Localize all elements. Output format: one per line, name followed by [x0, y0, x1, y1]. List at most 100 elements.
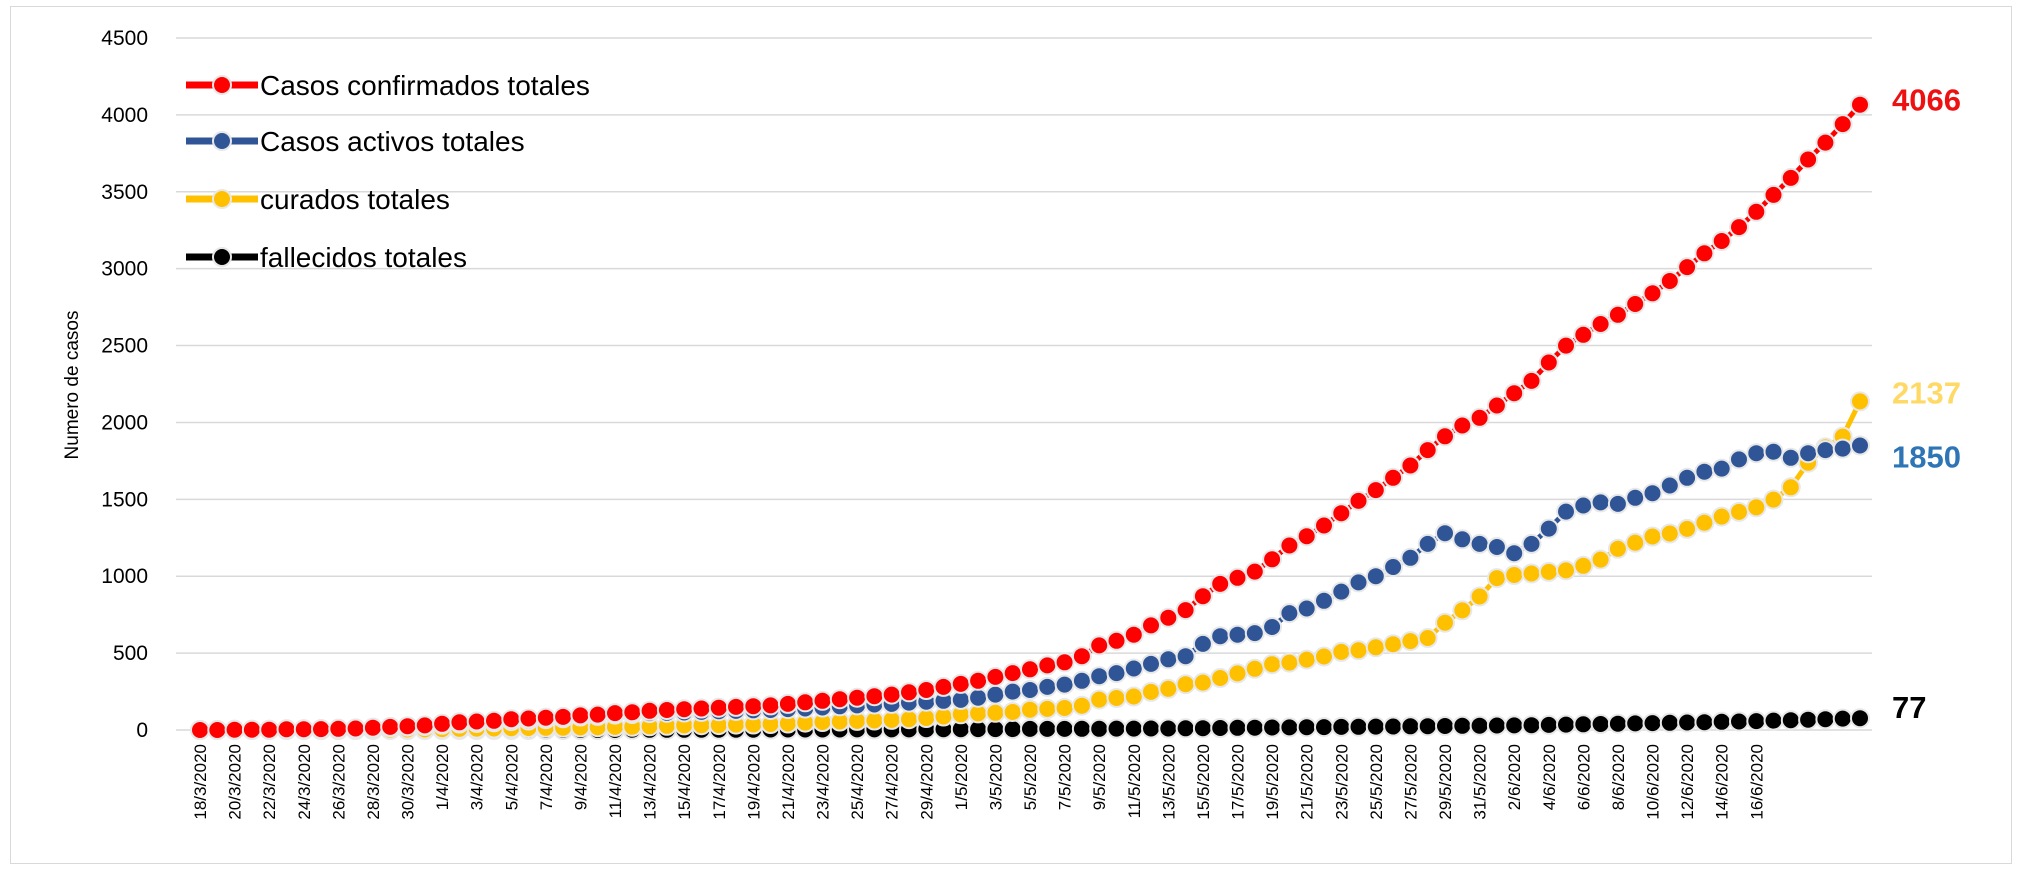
- end-value-label: 1850: [1892, 440, 1961, 475]
- data-point: [190, 720, 210, 740]
- data-point: [1331, 503, 1352, 524]
- data-point: [1123, 686, 1144, 707]
- x-tick-label: 15/5/2020: [1194, 744, 1213, 820]
- data-point: [1383, 634, 1404, 655]
- data-point: [518, 708, 539, 729]
- x-tick-label: 22/3/2020: [260, 744, 279, 820]
- data-point: [1417, 716, 1438, 737]
- data-point: [1780, 167, 1801, 188]
- data-point: [1746, 443, 1767, 464]
- data-point: [1071, 695, 1092, 716]
- legend-item: fallecidos totales: [186, 242, 467, 273]
- end-value-label: 4066: [1892, 83, 1961, 118]
- data-point: [1729, 501, 1749, 522]
- data-point: [1054, 698, 1075, 718]
- data-point: [968, 670, 989, 691]
- data-point: [1106, 718, 1127, 739]
- legend-item: curados totales: [186, 184, 450, 215]
- data-point: [1642, 526, 1663, 547]
- data-point: [293, 719, 314, 740]
- data-point: [1435, 426, 1455, 447]
- data-point: [1538, 561, 1559, 582]
- data-point: [1642, 713, 1663, 734]
- data-point: [1452, 715, 1473, 736]
- y-tick-label: 2500: [101, 335, 148, 358]
- data-point: [1262, 617, 1283, 637]
- end-value-label: 77: [1892, 690, 1926, 725]
- x-tick-label: 3/4/2020: [468, 744, 487, 810]
- data-point: [1435, 523, 1455, 544]
- data-point: [1659, 712, 1680, 733]
- data-point: [1262, 549, 1283, 570]
- data-point: [1798, 443, 1819, 464]
- data-point: [484, 710, 504, 731]
- data-point: [1244, 623, 1265, 644]
- legend-label: Casos confirmados totales: [260, 70, 590, 101]
- data-point: [1452, 415, 1473, 436]
- data-point: [1850, 94, 1870, 115]
- data-point: [1106, 688, 1127, 708]
- data-point: [1192, 586, 1213, 607]
- x-tick-label: 7/5/2020: [1056, 744, 1075, 810]
- data-point: [1141, 681, 1161, 702]
- data-point: [1158, 678, 1179, 699]
- data-point: [795, 692, 816, 713]
- data-point: [1400, 547, 1421, 568]
- data-point: [328, 718, 349, 739]
- data-point: [1037, 718, 1058, 739]
- data-point: [1348, 640, 1369, 661]
- x-tick-label: 5/5/2020: [1021, 744, 1040, 810]
- x-tick-label: 29/5/2020: [1436, 744, 1455, 820]
- data-point: [1573, 495, 1594, 516]
- data-point: [587, 704, 608, 725]
- data-point: [1850, 435, 1870, 456]
- data-point: [1556, 714, 1576, 735]
- data-point: [968, 687, 989, 708]
- x-tick-label: 10/6/2020: [1644, 744, 1663, 820]
- y-axis-ticks: 0 500 1000 1500 2000 2500 3000 3500 4000 4500: [101, 27, 148, 742]
- data-point: [1037, 676, 1058, 697]
- x-tick-label: 16/6/2020: [1747, 744, 1766, 820]
- data-point: [1763, 184, 1784, 205]
- data-point: [1642, 483, 1663, 504]
- data-point: [1175, 600, 1196, 621]
- data-point: [1123, 624, 1144, 645]
- data-point: [1020, 699, 1040, 720]
- x-tick-label: 9/5/2020: [1090, 744, 1109, 810]
- x-tick-label: 24/3/2020: [295, 744, 314, 820]
- data-point: [656, 700, 677, 720]
- data-point: [1573, 555, 1594, 576]
- data-point: [1296, 717, 1317, 738]
- data-point: [1521, 563, 1542, 584]
- y-tick-label: 0: [136, 719, 148, 742]
- data-point: [1763, 489, 1784, 510]
- data-point: [345, 718, 366, 739]
- data-point: [1642, 283, 1663, 304]
- data-point: [1383, 557, 1404, 577]
- data-point: [1244, 717, 1265, 738]
- data-point: [1729, 711, 1749, 732]
- data-point: [1071, 718, 1092, 739]
- data-point: [1400, 716, 1421, 737]
- x-tick-label: 18/3/2020: [191, 744, 210, 820]
- data-point: [380, 716, 401, 737]
- data-point: [864, 686, 885, 707]
- data-point: [1383, 716, 1404, 737]
- x-tick-label: 6/6/2020: [1574, 744, 1593, 810]
- data-point: [1625, 532, 1646, 553]
- data-point: [1504, 715, 1525, 736]
- data-point: [1314, 590, 1334, 611]
- data-point: [1244, 658, 1265, 679]
- data-point: [1763, 441, 1784, 462]
- data-point: [1417, 628, 1438, 648]
- data-point: [1175, 718, 1196, 739]
- data-point: [726, 696, 746, 717]
- data-point: [1538, 518, 1559, 539]
- data-point: [1573, 324, 1594, 345]
- data-point: [1435, 612, 1455, 633]
- y-tick-label: 3500: [101, 181, 148, 204]
- data-point: [1469, 715, 1490, 736]
- data-point: [1625, 294, 1646, 314]
- y-tick-label: 500: [113, 642, 148, 665]
- x-tick-label: 11/5/2020: [1125, 744, 1144, 818]
